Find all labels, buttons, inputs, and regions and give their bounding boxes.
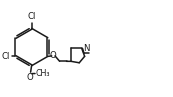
Text: Cl: Cl — [27, 12, 36, 21]
Text: O: O — [27, 73, 34, 82]
Text: CH₃: CH₃ — [36, 69, 50, 78]
Text: Cl: Cl — [1, 52, 10, 61]
Text: O: O — [50, 51, 57, 60]
Text: N: N — [83, 44, 89, 53]
